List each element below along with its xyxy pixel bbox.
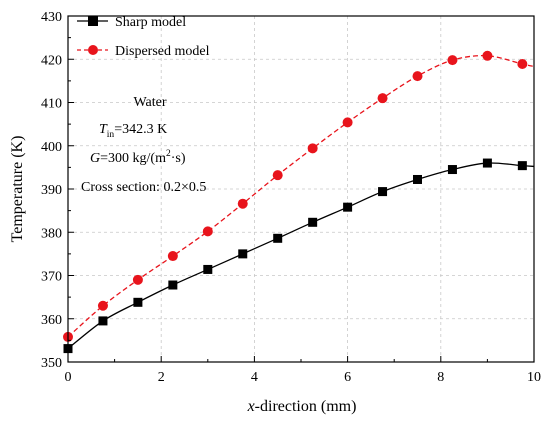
- x-tick-label: 0: [65, 370, 72, 385]
- series-layer: [63, 50, 535, 354]
- legend-marker-sharp: [88, 16, 98, 26]
- series-line-dispersed: [67, 55, 535, 338]
- data-point-sharp: [413, 174, 422, 184]
- data-point-dispersed: [412, 71, 423, 82]
- y-tick-label: 380: [41, 226, 62, 241]
- y-tick-label: 350: [41, 356, 62, 371]
- tin-value: =342.3 K: [114, 122, 167, 137]
- grid-lines: [68, 16, 534, 362]
- data-point-dispersed: [167, 251, 178, 262]
- g-value-suffix: ·s): [171, 151, 186, 166]
- annotation-inlet-temperature: Tin=342.3 K: [99, 122, 167, 140]
- y-tick-label: 360: [41, 313, 62, 328]
- data-point-sharp: [482, 158, 492, 168]
- legend-label-sharp: Sharp model: [115, 15, 186, 30]
- y-tick-label: 410: [41, 97, 62, 112]
- g-superscript: 2: [166, 149, 171, 159]
- y-tick-label: 430: [41, 10, 62, 25]
- x-tick-label: 2: [158, 370, 165, 385]
- data-point-dispersed: [97, 300, 108, 311]
- data-point-dispersed: [132, 274, 143, 285]
- annotation-mass-flux: G=300 kg/(m2·s): [90, 149, 186, 166]
- g-value-prefix: =300 kg/(m: [100, 151, 166, 166]
- x-axis-title-rest: -direction (mm): [255, 398, 357, 415]
- data-point-sharp: [238, 249, 248, 259]
- data-point-sharp: [133, 297, 143, 307]
- data-point-sharp: [98, 316, 108, 326]
- y-tick-label: 370: [41, 270, 62, 285]
- data-point-sharp: [273, 233, 283, 243]
- data-point-dispersed: [237, 198, 248, 209]
- data-point-sharp: [517, 161, 527, 171]
- y-tick-label: 400: [41, 140, 62, 155]
- g-symbol: G: [90, 151, 100, 166]
- tin-subscript: in: [107, 130, 115, 140]
- y-tick-label: 390: [41, 183, 62, 198]
- annotation-cross-section: Cross section: 0.2×0.5: [81, 180, 206, 195]
- data-point-dispersed: [377, 93, 388, 104]
- x-tick-label: 4: [251, 370, 258, 385]
- x-tick-label: 10: [527, 370, 541, 385]
- y-tick-label: 420: [41, 53, 62, 68]
- data-point-dispersed: [482, 50, 493, 61]
- data-point-sharp: [343, 202, 353, 212]
- data-point-sharp: [168, 280, 178, 290]
- data-point-dispersed: [447, 55, 458, 66]
- x-tick-label: 8: [437, 370, 444, 385]
- legend-marker-dispersed: [88, 45, 98, 55]
- legend: Sharp model Dispersed model: [77, 15, 210, 59]
- annotation: Water Tin=342.3 K G=300 kg/(m2·s) Cross …: [81, 95, 206, 195]
- data-point-dispersed: [307, 143, 318, 154]
- data-point-dispersed: [272, 170, 283, 181]
- data-point-dispersed: [517, 59, 528, 70]
- data-point-sharp: [447, 165, 457, 175]
- y-axis-title: Temperature (K): [9, 136, 26, 243]
- data-point-dispersed: [202, 226, 213, 237]
- x-tick-label: 6: [344, 370, 351, 385]
- x-axis-title: x-direction (mm): [247, 398, 357, 415]
- legend-label-dispersed: Dispersed model: [115, 44, 210, 59]
- data-point-sharp: [203, 264, 213, 274]
- data-point-sharp: [378, 187, 388, 197]
- data-point-sharp: [308, 217, 318, 227]
- tin-symbol: T: [99, 122, 108, 137]
- annotation-fluid: Water: [133, 95, 166, 110]
- axis-ticks: 0 2 4 6 8 10 350 360 370 380 390 400 410 420 430: [41, 10, 541, 385]
- data-point-dispersed: [342, 117, 353, 128]
- x-axis-title-symbol: x: [247, 398, 255, 415]
